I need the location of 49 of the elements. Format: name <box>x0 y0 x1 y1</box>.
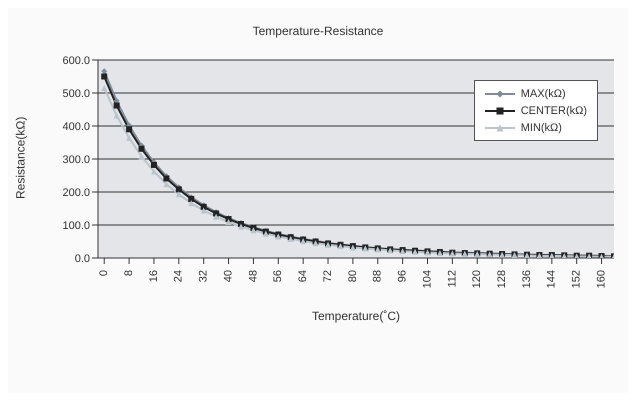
point <box>126 126 132 132</box>
point <box>226 219 232 226</box>
x-tick-label: 96 <box>396 270 409 282</box>
x-axis-title: Temperature(˚C) <box>312 309 400 323</box>
x-tick-label: 112 <box>446 270 458 288</box>
x-tick-label: 88 <box>372 270 384 282</box>
x-tick-label: 136 <box>520 270 533 288</box>
point <box>114 102 120 109</box>
point <box>188 200 194 206</box>
x-tick-label: 0 <box>98 270 110 276</box>
legend-label: MIN(kΩ) <box>520 122 562 134</box>
x-tick-label: 64 <box>297 270 310 282</box>
y-tick-label: 600.0 <box>62 54 90 67</box>
point <box>126 134 132 141</box>
x-tick-label: 144 <box>546 270 558 288</box>
x-tick-label: 48 <box>247 270 260 282</box>
y-tick-label: 200.0 <box>62 186 90 199</box>
x-tick-label: 32 <box>198 270 210 282</box>
y-tick-label: 500.0 <box>62 88 90 100</box>
y-tick-label: 0.0 <box>74 252 90 265</box>
x-tick-label: 56 <box>272 270 284 282</box>
x-tick-label: 16 <box>148 270 160 282</box>
x-tick-label: 40 <box>222 270 234 282</box>
point <box>250 227 256 234</box>
x-tick-label: 8 <box>122 270 135 276</box>
x-tick-label: 72 <box>322 270 334 282</box>
y-tick-label: 300.0 <box>62 154 90 166</box>
y-tick-label: 400.0 <box>62 120 90 133</box>
x-tick-label: 128 <box>496 270 508 288</box>
x-tick-label: 160 <box>595 270 608 288</box>
point <box>213 214 220 220</box>
x-tick-label: 24 <box>172 270 185 282</box>
point <box>138 146 145 152</box>
point <box>101 74 108 80</box>
point <box>150 162 157 168</box>
legend-label: MAX(kΩ) <box>520 88 566 100</box>
point <box>238 224 244 230</box>
y-axis-title: Resistance(kΩ) <box>13 116 28 199</box>
x-tick-label: 80 <box>346 270 359 282</box>
point <box>200 207 207 214</box>
point <box>114 112 120 118</box>
y-tick-label: 100.0 <box>62 220 90 232</box>
legend-label: CENTER(kΩ) <box>520 104 587 116</box>
point <box>176 191 182 198</box>
chart-title: Temperature-Resistance <box>252 24 384 38</box>
x-tick-label: 120 <box>471 270 484 288</box>
x-tick-label: 104 <box>421 270 434 288</box>
point <box>101 85 108 92</box>
x-tick-label: 152 <box>570 270 583 288</box>
